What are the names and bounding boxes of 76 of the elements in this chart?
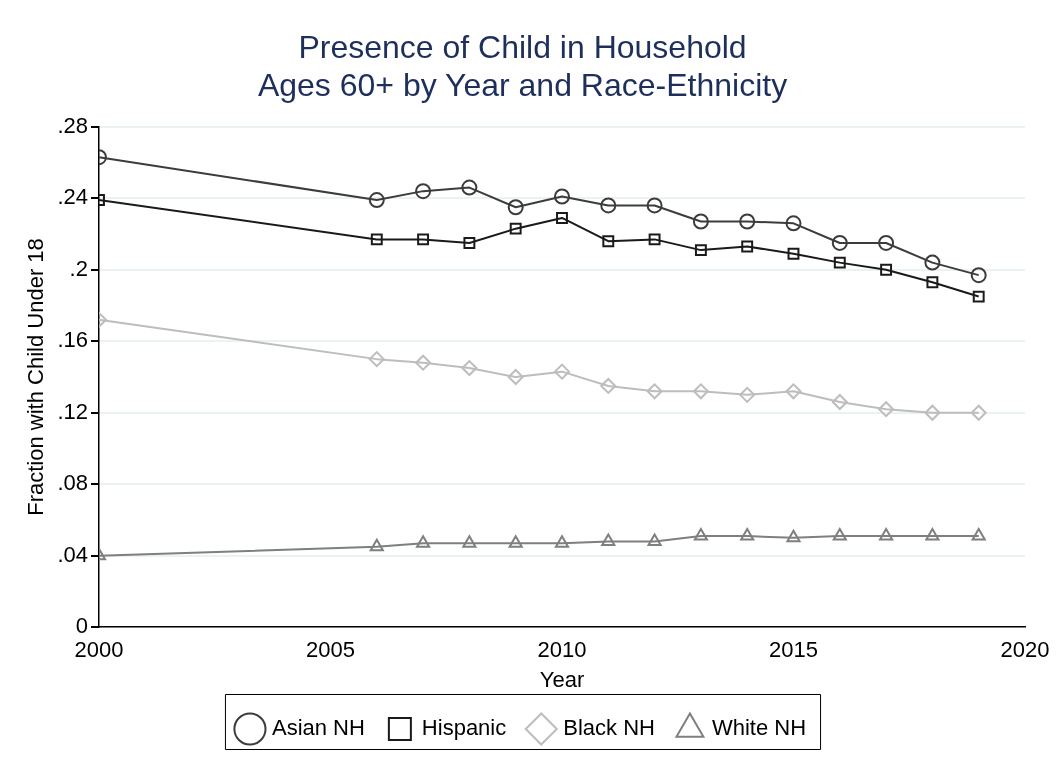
point [970,404,987,421]
x-tick-label: 2000 [74,637,124,663]
point [648,233,661,246]
x-tick-label: 2015 [769,637,818,663]
point [601,533,616,546]
point [880,263,893,276]
y-tick-label: .16 [57,327,88,353]
point [972,290,985,303]
y-tick-label: .12 [57,398,88,424]
point [786,529,801,543]
point [369,538,384,552]
x-tick-label: 2005 [306,637,355,663]
point [507,369,524,385]
point [970,267,987,284]
point [924,404,941,421]
point [553,188,570,205]
point [368,192,385,209]
point [647,533,662,546]
point [417,233,430,246]
point [739,386,756,403]
legend-label: Black NH [563,715,655,741]
y-tick-label: .04 [57,541,88,567]
point [415,183,432,200]
point [878,234,895,251]
point [739,213,756,230]
point [692,383,709,400]
point [646,383,663,400]
x-tick-label: 2020 [1000,637,1050,663]
point [461,360,478,377]
x-axis-title: Year [539,666,585,692]
point [370,233,383,246]
point [971,528,986,541]
y-tick-label: .28 [57,112,88,138]
point [463,237,476,249]
point [833,256,846,269]
x-tick-label: 2010 [537,637,587,663]
point [924,254,941,271]
y-tick-label: .2 [69,255,88,281]
point [693,528,708,541]
point [926,276,939,289]
point [415,354,432,371]
point [556,212,568,224]
point [785,215,802,232]
point [831,394,848,411]
point [368,351,385,368]
y-tick-label: .24 [57,184,88,210]
point [461,179,478,196]
legend-label: Hispanic [421,715,507,741]
point [553,363,570,380]
y-axis-title: Fraction with Child Under 18 [23,238,49,516]
point [740,528,755,541]
y-tick-label: 0 [75,613,88,639]
chart-title: Presence of Child in Household Ages 60+ by Year and Race-Ethnicity [257,29,788,104]
point [878,401,895,418]
point [462,535,477,548]
point [507,199,524,216]
point [600,377,617,394]
point [831,234,848,251]
point [646,197,663,214]
point [832,528,847,541]
point [509,222,522,235]
point [554,535,570,548]
legend-label: White NH [711,715,807,741]
point [600,197,617,214]
point [787,247,800,260]
point [785,383,802,400]
point [692,213,709,230]
point [416,535,431,548]
point [925,528,940,541]
point [879,528,894,541]
legend-label: Asian NH [271,715,365,741]
point [602,235,615,248]
point [508,535,523,548]
y-tick-label: .08 [57,470,88,496]
point [694,244,707,257]
point [741,240,754,253]
